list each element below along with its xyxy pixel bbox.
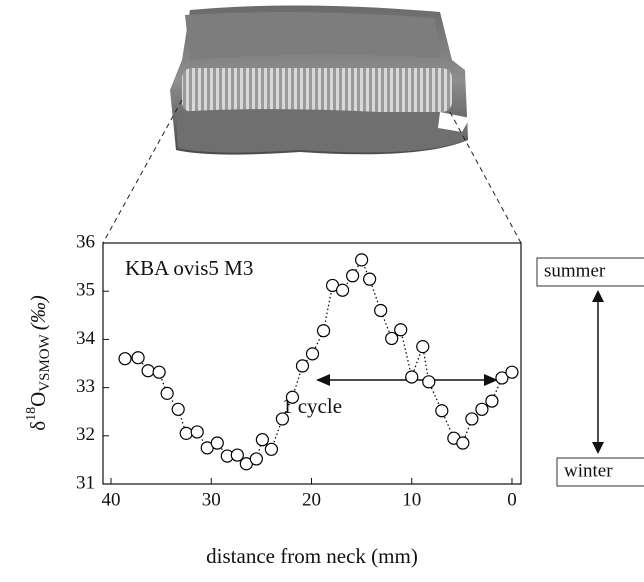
point xyxy=(275,412,290,426)
zoom-line xyxy=(102,99,183,244)
point xyxy=(394,323,408,337)
point xyxy=(335,283,350,297)
x-tick-label: 0 xyxy=(507,489,517,510)
y-label-part: VSMOW xyxy=(37,333,53,391)
point xyxy=(385,331,399,346)
y-tick-label: 32 xyxy=(76,424,95,445)
y-axis-label: δ18OVSMOW (‰) xyxy=(24,295,53,431)
zoom-line xyxy=(449,111,522,244)
point xyxy=(305,347,320,361)
point xyxy=(416,340,430,354)
point xyxy=(435,404,449,418)
y-tick-label: 35 xyxy=(76,280,95,301)
point xyxy=(171,402,185,416)
point xyxy=(160,386,174,400)
annotation: KBA ovis5 M3 xyxy=(125,256,253,280)
point xyxy=(465,412,479,426)
x-tick-label: 20 xyxy=(302,489,321,510)
point xyxy=(285,390,300,404)
y-tick-label: 34 xyxy=(76,328,96,349)
y-label-part: δ xyxy=(26,421,50,431)
plot-frame xyxy=(102,242,522,485)
x-tick-label: 30 xyxy=(202,489,221,510)
point xyxy=(405,370,419,384)
season-arrow xyxy=(592,290,604,454)
point xyxy=(141,364,155,378)
point xyxy=(210,436,224,450)
winter-box xyxy=(556,457,644,487)
y-tick-label: 31 xyxy=(76,472,95,493)
point xyxy=(363,272,377,286)
point xyxy=(316,324,331,338)
point xyxy=(485,394,499,408)
point xyxy=(374,303,388,318)
point xyxy=(249,452,263,466)
point xyxy=(179,426,193,440)
series-line xyxy=(125,258,513,465)
point xyxy=(295,359,310,373)
point xyxy=(505,365,519,379)
point xyxy=(456,436,470,450)
point xyxy=(255,433,269,447)
summer-label: summer xyxy=(544,260,606,281)
point xyxy=(422,375,436,389)
point xyxy=(355,253,369,267)
point xyxy=(495,371,509,385)
x-tick-label: 10 xyxy=(402,489,421,510)
y-label-part: O xyxy=(26,392,50,407)
point xyxy=(190,425,204,439)
point xyxy=(152,365,166,379)
y-label-part: (‰) xyxy=(26,295,50,330)
point xyxy=(345,269,360,283)
summer-box xyxy=(536,257,644,287)
point xyxy=(118,352,132,366)
tooth-photo xyxy=(170,5,470,155)
x-tick-label: 40 xyxy=(102,489,121,510)
y-label-part: 18 xyxy=(24,407,39,421)
x-axis-label: distance from neck (mm) xyxy=(206,544,418,568)
y-tick-label: 33 xyxy=(76,376,95,397)
point xyxy=(131,351,145,365)
point xyxy=(230,448,244,462)
point xyxy=(264,442,279,456)
point xyxy=(475,402,489,416)
winter-label: winter xyxy=(564,460,613,481)
y-tick-label: 36 xyxy=(76,231,95,252)
